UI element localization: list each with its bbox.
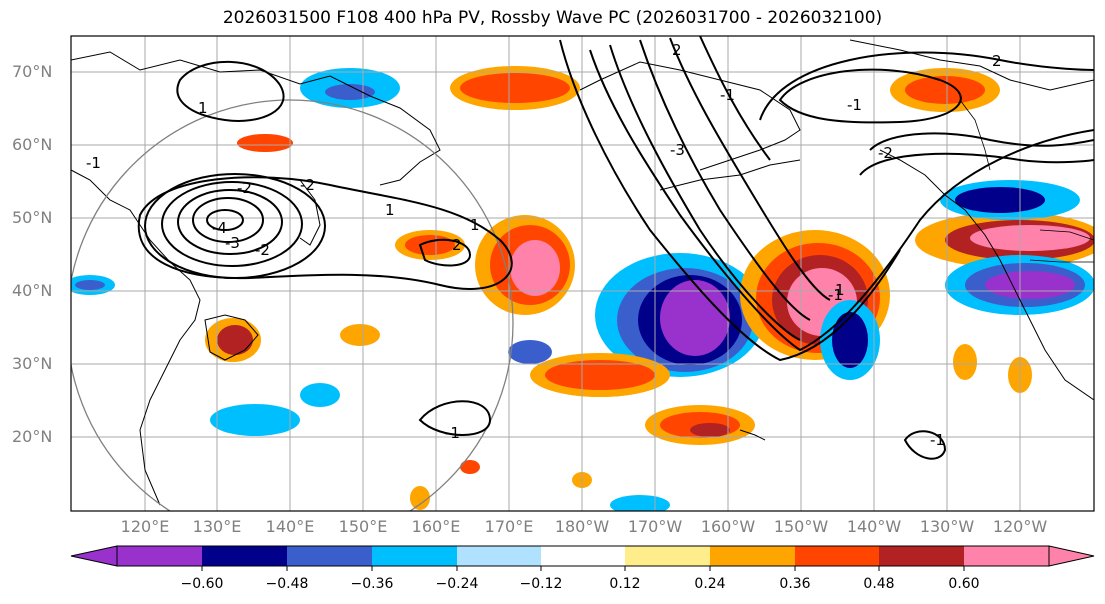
contour-label: 1 [470, 216, 480, 234]
colorbar-tick-label: −0.24 [435, 576, 479, 592]
lon-label: 170°E [484, 517, 534, 536]
colorbar-bin [117, 546, 202, 566]
contour-label: -3 [670, 141, 685, 159]
lon-label: 180°W [554, 517, 610, 536]
colorbar-bin [457, 546, 541, 566]
lat-label: 40°N [12, 281, 53, 300]
lon-label: 160°E [411, 517, 461, 536]
colorbar-tick-label: −0.12 [519, 576, 563, 592]
lat-label: 30°N [12, 354, 53, 373]
pv-anomaly-shading [71, 66, 1094, 511]
domain-circle [71, 99, 514, 511]
lat-label: 50°N [12, 208, 53, 227]
colorbar-tick-label: −0.36 [350, 576, 394, 592]
pc-contours [137, 36, 1094, 460]
contour-label: 2 [992, 52, 1002, 70]
lon-label: 120°E [120, 517, 170, 536]
contour-label: -2 [300, 176, 315, 194]
map-gridlines [71, 36, 1094, 511]
contour-label: 1 [385, 201, 395, 219]
colorbar-tick-label: 0.24 [694, 576, 726, 592]
colorbar-bin [964, 546, 1049, 566]
lon-label: 140°E [265, 517, 315, 536]
contour-label: 2 [672, 41, 682, 59]
colorbar-tick-label: −0.60 [180, 576, 224, 592]
contour-label: -2 [237, 179, 252, 197]
contour-label: -2 [878, 144, 893, 162]
lon-label: 140°W [846, 517, 902, 536]
contour-label: -1 [930, 431, 945, 449]
coastlines [71, 39, 1094, 506]
colorbar-tick-label: 0.60 [948, 576, 980, 592]
colorbar-arrow-low [70, 545, 118, 567]
colorbar-bin [710, 546, 795, 566]
colorbar-tick-label: −0.48 [265, 576, 309, 592]
colorbar-bin [541, 546, 625, 566]
lat-label: 70°N [12, 62, 53, 81]
contour-label: 2 [452, 236, 462, 254]
contour-label: -1 [720, 86, 735, 104]
lon-label: 130°W [919, 517, 975, 536]
contour-label-group: 2 2 1 -1 -3 -2 -4 1 -2 1 2 -1 -2 -1 -1 -… [86, 41, 1002, 449]
colorbar-bin [287, 546, 372, 566]
contour-label: -2 [255, 241, 270, 259]
colorbar-tick-label: 0.36 [779, 576, 811, 592]
lon-label: 150°E [338, 517, 388, 536]
lon-label: 170°W [627, 517, 683, 536]
colorbar-arrow-high [1048, 545, 1095, 567]
contour-label: -1 [86, 154, 101, 172]
colorbar-tick-label: 0.12 [609, 576, 641, 592]
contour-label: -1 [828, 286, 843, 304]
lat-label: 60°N [12, 135, 53, 154]
lon-label: 130°E [192, 517, 242, 536]
contour-label: -1 [847, 96, 862, 114]
contour-label: -1 [445, 424, 460, 442]
colorbar-bin [372, 546, 457, 566]
map-frame [70, 35, 1095, 512]
contour-label: -3 [225, 234, 240, 252]
colorbar-bin [879, 546, 964, 566]
lat-label: 20°N [12, 427, 53, 446]
colorbar-bin [625, 546, 710, 566]
colorbar-bin [795, 546, 879, 566]
colorbar [70, 545, 1095, 571]
contour-label: -4 [212, 219, 227, 237]
colorbar-tick-label: 0.48 [863, 576, 895, 592]
contour-label: 1 [198, 99, 208, 117]
colorbar-bin [202, 546, 287, 566]
lon-label: 120°W [992, 517, 1048, 536]
map-title: 2026031500 F108 400 hPa PV, Rossby Wave … [222, 8, 883, 28]
lon-label: 150°W [773, 517, 829, 536]
lon-label: 160°W [700, 517, 756, 536]
contour-label: 1 [835, 281, 845, 299]
